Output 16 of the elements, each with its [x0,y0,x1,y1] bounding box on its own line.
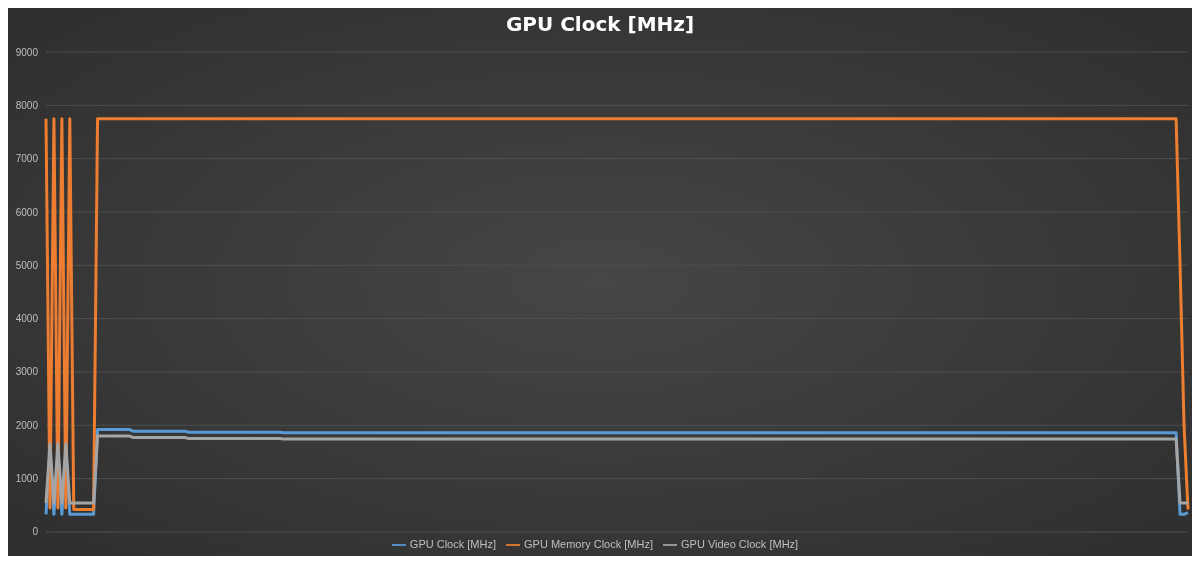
line-series [44,434,1190,505]
legend-label: GPU Clock [MHz] [409,537,497,550]
y-tick-label: 0 [32,526,39,538]
y-tick-label: 5000 [15,259,39,271]
y-tick-label: 2000 [15,419,39,431]
y-tick-label: 3000 [15,366,39,378]
legend-label: GPU Memory Clock [MHz] [524,537,653,550]
y-tick-label: 4000 [15,313,39,325]
line-series [44,117,1190,512]
y-tick-label: 1000 [15,473,39,485]
y-tick-label: 6000 [15,206,39,218]
y-tick-label: 9000 [15,46,39,58]
y-tick-label: 7000 [15,153,39,165]
y-tick-label: 8000 [15,99,39,111]
legend-label: GPU Video Clock [MHz] [680,537,799,550]
chart-title: GPU Clock [MHz] [504,11,696,38]
